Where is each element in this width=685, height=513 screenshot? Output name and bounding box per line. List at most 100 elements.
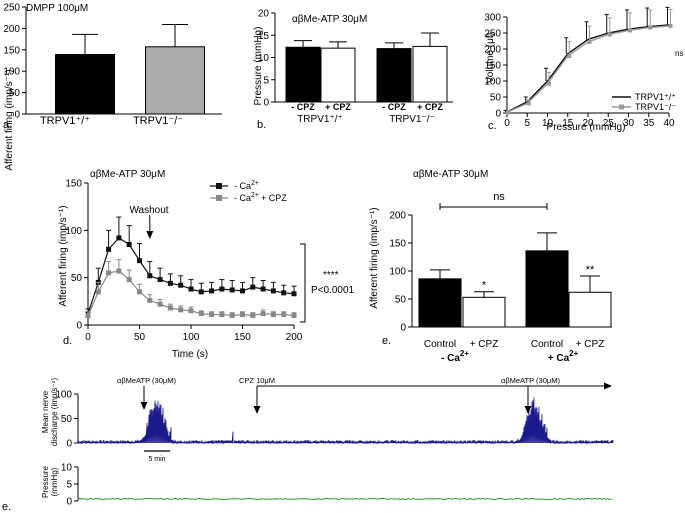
- panel-d-point-1: [270, 312, 276, 318]
- panel-e-category-0: Control: [424, 339, 456, 350]
- panel-trace: Mean nerve discharge (imp/s⁻¹) Pressure …: [2, 376, 560, 513]
- panel-b-y-tick-label: 15: [258, 31, 270, 42]
- trace-top-y-tick-label: 0: [66, 439, 72, 450]
- panel-d-point-0: [157, 277, 163, 283]
- panel-d-label: d.: [63, 335, 72, 347]
- trace-ylabel-bottom-line1: Pressure: [41, 465, 50, 498]
- panel-e-bar: [462, 296, 506, 328]
- panel-b-group-label-1: TRPV1⁻/⁻: [389, 114, 435, 125]
- panel-d-point-1: [198, 311, 204, 317]
- panel-b-category-1: + CPZ: [325, 102, 351, 112]
- panel-d-legend-label-1: - Ca2+ + CPZ: [234, 192, 287, 203]
- panel-a-ylabel: Afferent firing (imp/s⁻¹): [4, 69, 15, 170]
- panel-a-category-1: TRPV1⁻/⁻: [133, 115, 183, 127]
- panel-d-ylabel: Afferent firing (imp/s⁻¹): [58, 205, 69, 306]
- panel-e-group-label-1: + Ca2+: [548, 349, 579, 364]
- trace-annotation-atp-2: αβMeATP (30μM): [501, 376, 560, 385]
- panel-b-category-0: - CPZ: [291, 102, 315, 112]
- panel-e-significance-star: **: [586, 264, 595, 276]
- panel-d-point-0: [126, 242, 132, 248]
- panel-c-point-1: [648, 25, 653, 30]
- trace-pressure-line: [77, 497, 613, 501]
- panel-c-point-1: [547, 81, 551, 86]
- panel-d-x-tick-label: 50: [134, 332, 146, 343]
- panel-d-point-1: [209, 312, 215, 318]
- panel-e-bar: [525, 250, 569, 328]
- panel-d-point-0: [147, 273, 153, 279]
- panel-d-line-chart: αβMe-ATP 30μM Afferent firing (imp/s⁻¹) …: [58, 169, 355, 360]
- panel-c-x-tick-label: 40: [663, 118, 675, 129]
- panel-d-point-1: [167, 305, 173, 311]
- trace-cpz-duration-arrowhead: [604, 382, 612, 390]
- panel-c-point-1: [567, 54, 572, 59]
- trace-ylabel-bottom-line2: (mmHg): [50, 467, 59, 496]
- panel-c-y-tick-label: 0: [495, 109, 501, 120]
- panel-e-y-tick-label: 0: [400, 323, 406, 334]
- trace-panel-label: e.: [2, 501, 11, 513]
- trace-bottom-y-tick-label: 0: [66, 497, 72, 508]
- panel-c-x-tick-label: 25: [603, 118, 615, 129]
- panel-b-bar: [320, 47, 356, 103]
- panel-a-y-tick-label: 50: [9, 88, 21, 99]
- panel-c-y-tick-label: 250: [484, 29, 501, 40]
- panel-b-group-label-0: TRPV1⁺/⁺: [297, 114, 343, 125]
- panel-d-y-tick-label: 0: [76, 321, 82, 332]
- panel-d-x-tick-label: 200: [286, 332, 303, 343]
- panel-d-title: αβMe-ATP 30μM: [90, 169, 165, 180]
- panel-d-point-1: [260, 311, 266, 317]
- panel-a-category-0: TRPV1⁺/⁺: [40, 115, 90, 127]
- panel-d-point-0: [281, 290, 287, 296]
- panel-d-point-1: [281, 312, 287, 318]
- panel-b-label: b.: [257, 119, 266, 131]
- panel-c-x-tick-label: 35: [643, 118, 655, 129]
- panel-a-y-tick-label: 0: [14, 110, 20, 121]
- panel-a-label: a.: [3, 119, 12, 131]
- panel-c-point-1: [587, 39, 592, 44]
- panel-d-significance-bracket: [300, 243, 306, 323]
- panel-d-point-0: [167, 280, 173, 286]
- panel-c-xlabel: Pressure (mmHg): [547, 122, 626, 133]
- panel-b-bar: [412, 45, 448, 103]
- panel-b-bar: [376, 48, 412, 103]
- trace-cpz-arrowhead: [253, 406, 261, 414]
- panel-d-point-1: [219, 312, 225, 318]
- trace-annotation-cpz: CPZ 10μM: [239, 376, 275, 385]
- panel-d-point-1: [126, 277, 132, 283]
- panel-d-legend-label-0: - Ca2+: [234, 180, 259, 191]
- panel-e-significance-star: *: [482, 280, 487, 292]
- panel-d-point-1: [178, 307, 184, 313]
- panel-c-x-tick-label: 10: [542, 118, 554, 129]
- panel-c-x-tick-label: 5: [524, 118, 530, 129]
- panel-b-y-tick-label: 5: [263, 75, 269, 86]
- panel-d-point-1: [291, 313, 297, 319]
- panel-c-line-chart: Volume (μl) Pressure (mmHg) c. ns TRPV1⁺…: [485, 33, 683, 133]
- panel-a-y-tick-label: 150: [3, 45, 20, 56]
- panel-e-y-tick-label: 100: [389, 267, 406, 278]
- panel-d-point-0: [260, 286, 266, 292]
- panel-e-category-1: + CPZ: [470, 339, 499, 350]
- panel-c-x-tick-label: 0: [504, 118, 510, 129]
- panel-c-x-tick-label: 20: [582, 118, 594, 129]
- panel-d-point-0: [270, 288, 276, 294]
- panel-b-bar: [285, 46, 321, 103]
- panel-b-title: αβMe-ATP 30μM: [292, 14, 367, 25]
- panel-c-legend-marker-1: [619, 104, 624, 110]
- panel-b-y-tick-label: 0: [263, 98, 269, 109]
- panel-e-y-tick-label: 200: [389, 211, 406, 222]
- panel-b-ylabel: Pressure (mmHg): [253, 27, 264, 106]
- panel-d-point-1: [137, 289, 142, 295]
- panel-b-category-3: + CPZ: [417, 102, 443, 112]
- panel-b-y-tick-label: 20: [258, 9, 270, 20]
- panel-e-category-3: + CPZ: [576, 339, 605, 350]
- panel-c-point-1: [668, 23, 673, 28]
- panel-c-x-tick-label: 15: [562, 118, 574, 129]
- trace-nerve-discharge: [77, 397, 614, 445]
- panel-c-y-tick-label: 50: [490, 93, 502, 104]
- panel-e-bar: [418, 278, 462, 328]
- panel-d-point-1: [106, 270, 112, 276]
- panel-a-y-tick-label: 200: [3, 24, 20, 35]
- panel-e-y-tick-label: 50: [395, 295, 407, 306]
- panel-d-point-0: [188, 286, 194, 292]
- panel-e-category-2: Control: [531, 339, 563, 350]
